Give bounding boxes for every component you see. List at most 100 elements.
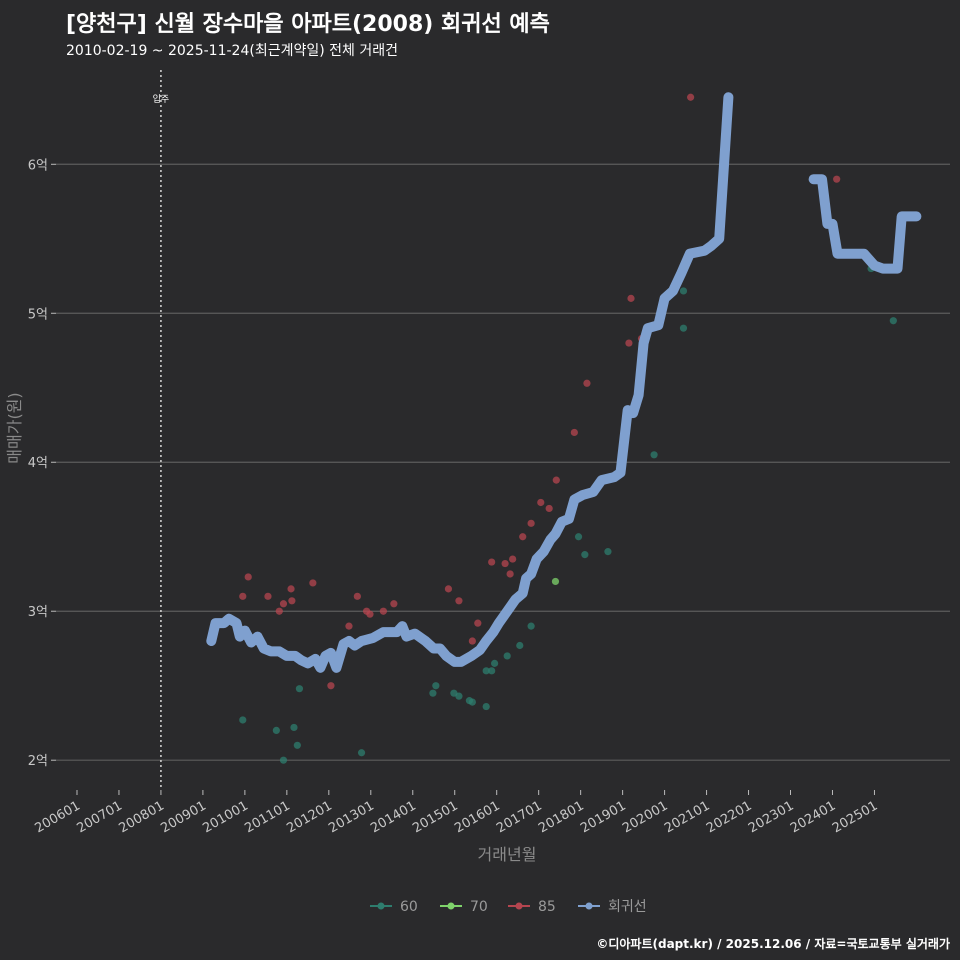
x-tick-label: 201001 bbox=[200, 798, 250, 836]
regression-line-segment-1 bbox=[206, 92, 734, 673]
legend-label: 70 bbox=[470, 899, 488, 915]
point-85 bbox=[474, 619, 482, 627]
legend-key-dot bbox=[447, 902, 455, 910]
point-85 bbox=[570, 428, 578, 437]
x-tick-label: 201701 bbox=[494, 798, 544, 836]
point-60 bbox=[272, 726, 280, 735]
legend-label: 60 bbox=[400, 899, 418, 915]
x-tick-label: 202501 bbox=[830, 798, 880, 836]
point-85 bbox=[537, 498, 545, 507]
point-60 bbox=[679, 324, 688, 332]
point-85 bbox=[501, 559, 509, 568]
point-60 bbox=[516, 641, 524, 650]
point-60 bbox=[527, 622, 535, 630]
point-60 bbox=[290, 723, 298, 732]
point-60 bbox=[889, 317, 897, 325]
point-85 bbox=[506, 570, 514, 578]
credit-text: ©디아파트(dapt.kr) / 2025.12.06 / 자료=국토교통부 실… bbox=[596, 937, 950, 951]
x-tick-label: 201301 bbox=[326, 798, 376, 836]
y-axis: 2억 3억 4억 5억 6억 bbox=[28, 158, 56, 769]
point-60 bbox=[239, 716, 247, 724]
point-85 bbox=[288, 597, 296, 605]
point-85 bbox=[444, 585, 453, 593]
point-60 bbox=[679, 287, 688, 295]
point-60 bbox=[432, 682, 440, 690]
x-axis: 2006012007012008012009012010012011012012… bbox=[32, 790, 880, 836]
legend-label: 85 bbox=[538, 899, 556, 915]
point-85 bbox=[527, 519, 535, 527]
x-tick-label: 201401 bbox=[368, 798, 418, 836]
point-60 bbox=[482, 702, 490, 711]
point-60 bbox=[429, 689, 437, 697]
point-60 bbox=[650, 451, 658, 459]
point-85 bbox=[488, 558, 496, 566]
point-85 bbox=[327, 682, 335, 690]
point-60 bbox=[574, 533, 583, 541]
y-tick-label: 3억 bbox=[28, 605, 48, 620]
y-axis-title: 매매가(원) bbox=[5, 392, 24, 463]
point-85 bbox=[287, 585, 295, 593]
legend-label: 회귀선 bbox=[608, 899, 647, 915]
chart-subtitle: 2010-02-19 ~ 2025-11-24(최근계약일) 전체 거래건 bbox=[66, 43, 398, 59]
x-tick-label: 201501 bbox=[410, 798, 460, 836]
point-85 bbox=[379, 607, 387, 615]
regression-line-layer bbox=[206, 92, 922, 673]
point-85 bbox=[833, 175, 841, 183]
point-60 bbox=[295, 685, 304, 693]
point-60 bbox=[279, 756, 288, 764]
point-85 bbox=[687, 93, 695, 101]
point-60 bbox=[482, 667, 490, 675]
point-70 bbox=[551, 577, 560, 586]
point-60 bbox=[581, 551, 589, 559]
point-85 bbox=[353, 592, 361, 600]
x-tick-label: 201101 bbox=[242, 798, 292, 836]
x-tick-label: 202301 bbox=[746, 798, 796, 836]
point-85 bbox=[552, 476, 560, 484]
y-tick-label: 2억 bbox=[28, 754, 48, 769]
x-tick-label: 200701 bbox=[74, 798, 124, 836]
legend-key-dot bbox=[585, 902, 593, 910]
x-tick-label: 201901 bbox=[578, 798, 628, 836]
x-tick-label: 201801 bbox=[536, 798, 586, 836]
point-85 bbox=[519, 533, 527, 541]
point-85 bbox=[627, 294, 635, 302]
point-85 bbox=[309, 579, 317, 587]
y-tick-label: 6억 bbox=[28, 158, 48, 173]
grid-lines bbox=[56, 163, 950, 761]
x-tick-label: 201201 bbox=[284, 798, 334, 836]
point-60 bbox=[357, 749, 366, 757]
point-85 bbox=[239, 592, 247, 600]
annotation-layer: 입주 bbox=[153, 70, 170, 790]
point-85 bbox=[545, 504, 553, 513]
point-85 bbox=[279, 600, 288, 608]
point-85 bbox=[275, 607, 283, 615]
point-60 bbox=[455, 692, 463, 700]
point-85 bbox=[455, 597, 463, 605]
x-tick-label: 200601 bbox=[32, 798, 82, 836]
point-60 bbox=[468, 698, 476, 706]
legend-key-dot bbox=[515, 902, 523, 910]
point-85 bbox=[583, 379, 591, 387]
point-85 bbox=[509, 555, 517, 563]
move-in-label: 입주 bbox=[153, 93, 170, 105]
point-85 bbox=[244, 573, 252, 581]
regression-line-segment-2 bbox=[808, 174, 922, 274]
point-85 bbox=[468, 637, 476, 645]
chart-title: [양천구] 신월 장수마을 아파트(2008) 회귀선 예측 bbox=[66, 12, 550, 37]
x-axis-title: 거래년월 bbox=[478, 845, 537, 864]
x-tick-label: 200801 bbox=[116, 798, 166, 836]
point-60 bbox=[488, 667, 496, 675]
point-85 bbox=[264, 592, 272, 600]
point-85 bbox=[625, 339, 633, 347]
y-tick-label: 5억 bbox=[28, 307, 48, 322]
point-60 bbox=[604, 548, 612, 556]
y-tick-label: 4억 bbox=[28, 456, 48, 471]
x-tick-label: 202001 bbox=[620, 798, 670, 836]
x-tick-label: 201601 bbox=[452, 798, 502, 836]
scatter-points bbox=[239, 93, 897, 764]
legend-key-dot bbox=[377, 902, 385, 910]
x-tick-label: 200901 bbox=[158, 798, 208, 836]
point-85 bbox=[366, 610, 374, 618]
